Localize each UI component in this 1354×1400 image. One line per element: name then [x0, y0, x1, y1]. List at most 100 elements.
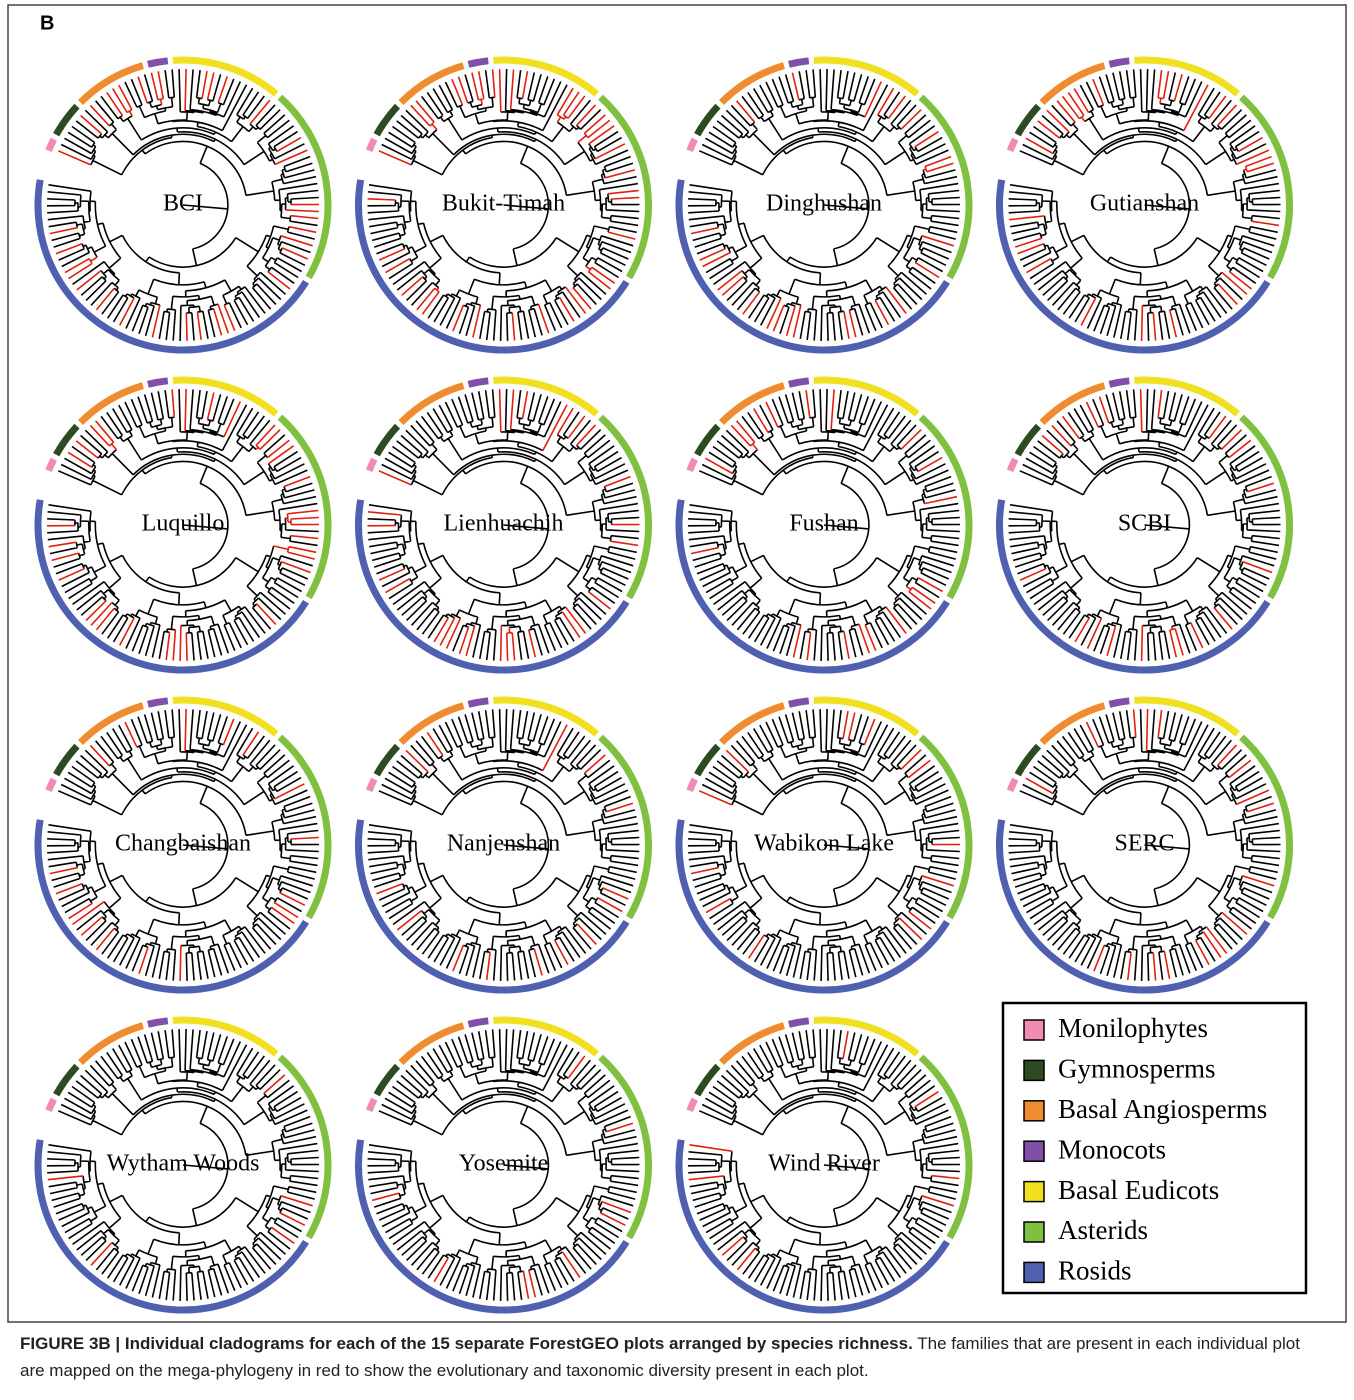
plot-label: Nanjenshan [447, 831, 560, 857]
tree-branches [46, 1028, 320, 1302]
clade-ring [813, 1016, 920, 1057]
plot-label: Wind River [768, 1151, 880, 1177]
clade-ring [78, 1022, 145, 1065]
tree-branches-red [688, 1030, 960, 1271]
clade-ring [172, 696, 279, 737]
clade-ring [398, 62, 465, 105]
tree-branches [1008, 68, 1281, 341]
clade-ring [813, 376, 920, 417]
clade-ring [788, 57, 810, 68]
clade-ring [788, 377, 810, 388]
clade-ring [1239, 94, 1293, 280]
clade-ring [147, 697, 169, 708]
clade-ring [373, 1063, 401, 1097]
tree-branches-red [46, 388, 320, 662]
plot-label: SCBI [1118, 511, 1171, 537]
plot-label: Yosemite [459, 1151, 549, 1177]
tree-branches [367, 708, 640, 982]
clade-ring [147, 377, 169, 388]
clade-ring [1006, 777, 1019, 793]
clade-ring [34, 819, 309, 994]
clade-ring [355, 819, 630, 994]
clade-ring [365, 1097, 378, 1113]
clade-ring [675, 819, 950, 994]
clade-ring [719, 382, 786, 425]
clade-ring [996, 499, 1271, 674]
clade-ring [694, 1063, 721, 1097]
clade-ring [918, 734, 973, 920]
clade-ring [45, 1097, 57, 1113]
clade-ring [34, 179, 309, 354]
clade-ring [788, 697, 810, 708]
clade-ring [398, 382, 465, 425]
clade-ring [996, 819, 1271, 994]
clade-ring [1239, 734, 1293, 920]
plot-label: Luquillo [142, 511, 225, 537]
tree-branches-red [376, 724, 634, 981]
clade-ring [373, 423, 401, 457]
clade-ring [373, 743, 401, 777]
clade-ring [598, 94, 652, 280]
clade-ring [1014, 423, 1042, 457]
clade-ring [598, 1054, 652, 1240]
tree-branches-red [47, 1074, 313, 1266]
tree-branches-red [371, 1055, 634, 1299]
legend-label: Basal Eudicots [1058, 1175, 1219, 1205]
clade-ring [467, 57, 489, 68]
plot-label: Lienhuachih [444, 511, 564, 537]
clade-ring [1039, 382, 1106, 425]
clade-ring [365, 777, 378, 793]
legend-swatch [1023, 1180, 1045, 1203]
clade-ring [398, 1022, 465, 1065]
tree-branches-red [367, 389, 640, 662]
clade-ring [45, 457, 57, 473]
tree-branches [46, 69, 319, 342]
clade-ring [694, 423, 721, 457]
clade-ring [675, 1139, 950, 1314]
tree-branches [367, 388, 640, 661]
tree-branches-red [1019, 389, 1275, 662]
legend: Monilophytes Gymnosperms Basal Angiosperms… [1023, 1013, 1267, 1286]
clade-ring [53, 1063, 80, 1097]
legend-label: Monilophytes [1058, 1013, 1208, 1043]
clade-ring [686, 457, 698, 473]
clade-ring [34, 499, 309, 674]
clade-ring [813, 56, 920, 97]
tree-branches [46, 709, 320, 981]
legend-label: Monocots [1058, 1134, 1166, 1164]
clade-ring [1039, 62, 1106, 105]
clade-ring [467, 1017, 489, 1028]
clade-ring [373, 103, 401, 137]
tree-branches [1008, 709, 1281, 982]
clade-ring [598, 734, 652, 920]
clade-ring [686, 777, 698, 793]
caption-title: FIGURE 3B | Individual cladograms for ea… [20, 1334, 913, 1353]
plot-label: Fushan [789, 511, 858, 537]
clade-ring [45, 777, 57, 793]
clade-ring [53, 423, 80, 457]
clade-ring [996, 179, 1271, 354]
clade-ring [598, 414, 652, 600]
clade-ring [918, 414, 973, 600]
clade-ring [493, 1016, 599, 1057]
clade-ring [53, 743, 80, 777]
clade-ring [1108, 57, 1130, 68]
clade-ring [1134, 376, 1240, 417]
clade-ring [355, 179, 630, 354]
panel-label: B [40, 12, 54, 34]
figure: B BCI Bukit-Timah Dinghushan Gutianshan Luqu… [7, 4, 1347, 1323]
clade-ring [1108, 377, 1130, 388]
tree-branches [367, 1028, 640, 1302]
clade-ring [1039, 702, 1106, 745]
clade-ring [675, 499, 950, 674]
clade-ring [1108, 697, 1130, 708]
clade-ring [1006, 457, 1019, 473]
plot-label: BCI [163, 191, 203, 217]
tree-branches [687, 1028, 961, 1302]
clade-ring [918, 1054, 973, 1240]
clade-ring [78, 382, 145, 425]
clade-ring [277, 94, 332, 280]
clade-ring [365, 457, 378, 473]
tree-branches [1008, 388, 1281, 661]
clade-ring [172, 376, 279, 417]
